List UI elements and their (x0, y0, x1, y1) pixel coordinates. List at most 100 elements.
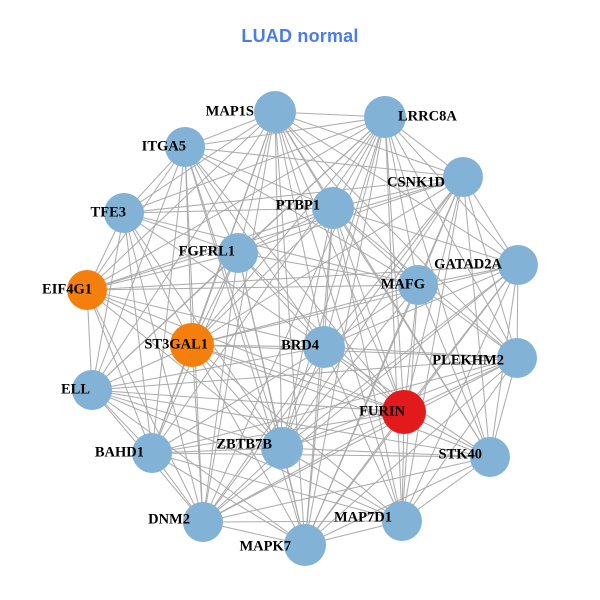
graph-edge (237, 252, 419, 286)
graph-edge (86, 207, 334, 291)
graph-edge (462, 176, 518, 359)
graph-node-label-st3gal1: ST3GAL1 (144, 336, 208, 352)
graph-edge (123, 111, 276, 214)
graph-node-label-ptbp1: PTBP1 (276, 197, 320, 213)
graph-edge (281, 447, 403, 522)
graph-node-label-gatad2a: GATAD2A (434, 256, 502, 272)
graph-node-stk40[interactable] (470, 437, 510, 477)
graph-edge (191, 344, 405, 413)
graph-edge (281, 116, 386, 449)
graph-edge (202, 411, 405, 523)
graph-edge (332, 207, 491, 458)
graph-edge (151, 357, 518, 454)
graph-node-tfe3[interactable] (104, 193, 144, 233)
page-title: LUAD normal (241, 26, 359, 46)
graph-edge (462, 176, 491, 458)
graph-edge (332, 207, 403, 522)
graph-node-mafg[interactable] (398, 265, 438, 305)
graph-edge (86, 289, 405, 413)
graph-node-label-fgfrl1: FGFRL1 (179, 243, 235, 259)
graph-edge (91, 252, 239, 391)
graph-node-map7d1[interactable] (382, 501, 422, 541)
graph-edge (184, 116, 386, 148)
graph-edge (91, 346, 325, 391)
graph-node-zbtb7b[interactable] (261, 427, 303, 469)
graph-node-label-stk40: STK40 (438, 446, 482, 462)
graph-edge (123, 116, 386, 214)
graph-edge (91, 146, 186, 391)
graph-edge (151, 452, 491, 458)
graph-edge (86, 264, 519, 291)
graph-edge (323, 176, 464, 348)
graph-node-label-brd4: BRD4 (281, 337, 319, 353)
graph-edge (86, 284, 419, 291)
graph-edge (304, 411, 405, 546)
graph-edge (191, 116, 386, 346)
graph-edge (191, 176, 464, 346)
graph-edge (123, 212, 419, 286)
graph-edge (281, 207, 334, 449)
graph-edge (191, 344, 325, 348)
graph-node-label-dnm2: DNM2 (148, 511, 190, 527)
nodes-layer[interactable] (67, 91, 538, 566)
labels-layer: MAP1S LRRC8A CSNK1D GATAD2A PLEKHM2 STK40 MAP7… (42, 103, 504, 554)
graph-edge (384, 116, 405, 413)
graph-node-csnk1d[interactable] (443, 157, 483, 197)
graph-edge (274, 111, 519, 266)
graph-edge (281, 264, 519, 449)
graph-node-bahd1[interactable] (132, 433, 172, 473)
graph-edge (123, 176, 464, 214)
graph-edge (401, 264, 519, 522)
graph-edge (91, 389, 403, 522)
graph-node-dnm2[interactable] (183, 502, 223, 542)
graph-node-lrrc8a[interactable] (364, 96, 406, 138)
graph-node-eif4g1[interactable] (67, 270, 107, 310)
graph-node-plekhm2[interactable] (497, 338, 537, 378)
graph-edge (332, 207, 519, 266)
graph-node-label-itga5: ITGA5 (142, 138, 186, 154)
graph-edge (184, 146, 193, 346)
graph-edge (86, 252, 239, 291)
graph-edge (184, 146, 334, 209)
graph-edge (323, 346, 518, 359)
graph-node-itga5[interactable] (165, 127, 205, 167)
graph-edge (191, 344, 491, 458)
graph-edge (202, 252, 239, 523)
graph-edge (274, 111, 325, 348)
graph-edge (151, 452, 306, 546)
graph-edge (202, 264, 519, 523)
graph-edge (91, 389, 283, 449)
graph-node-mapk7[interactable] (284, 524, 326, 566)
graph-edge (184, 146, 464, 178)
graph-edge (123, 212, 193, 346)
graph-edge (417, 284, 518, 359)
graph-edge (304, 207, 334, 546)
graph-node-label-plekhm2: PLEKHM2 (432, 352, 504, 368)
graph-edge (123, 212, 239, 254)
graph-edge (191, 344, 283, 449)
graph-node-ptbp1[interactable] (312, 187, 354, 229)
graph-node-furin[interactable] (382, 390, 426, 434)
graph-edge (237, 252, 325, 348)
graph-node-gatad2a[interactable] (498, 245, 538, 285)
graph-edge (384, 116, 419, 286)
graph-node-label-map1s: MAP1S (206, 103, 254, 119)
graph-edge (191, 344, 403, 522)
graph-node-fgfrl1[interactable] (218, 233, 258, 273)
graph-edge (202, 520, 403, 523)
graph-node-label-ell: ELL (61, 381, 90, 397)
graph-edge (274, 111, 403, 522)
graph-edge (86, 289, 153, 454)
graph-node-label-lrrc8a: LRRC8A (398, 108, 457, 124)
graph-edge (86, 176, 464, 291)
graph-edge (91, 389, 491, 458)
graph-node-map1s[interactable] (254, 91, 296, 133)
graph-node-label-map7d1: MAP7D1 (334, 509, 392, 525)
graph-node-ell[interactable] (72, 370, 112, 410)
graph-edge (417, 284, 491, 458)
graph-node-st3gal1[interactable] (170, 323, 214, 367)
graph-node-brd4[interactable] (303, 326, 345, 368)
graph-edge (384, 116, 518, 359)
